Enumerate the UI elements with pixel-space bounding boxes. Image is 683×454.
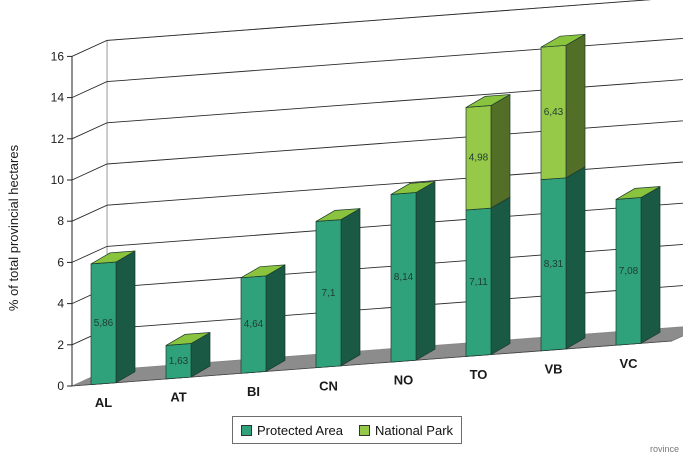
y-tick-label: 14 [51,91,65,105]
bar-segment-to-0 [465,196,511,357]
x-tick-label: AL [95,395,112,410]
data-label: 7,08 [619,266,639,277]
bar-side [415,180,436,361]
bar-top [615,186,661,200]
x-tick-label: AT [170,390,186,405]
bar-top [90,250,136,265]
bar-side [640,185,661,344]
y-tick-label: 10 [51,173,65,187]
legend-item-national-park: National Park [359,423,453,438]
legend: Protected Area National Park [232,416,463,444]
bar-top [390,181,436,195]
y-tick-label: 2 [57,338,64,352]
footer-note: rovince [649,444,679,454]
bar-side [565,33,586,179]
data-label: 4,64 [244,319,264,330]
bar-side [565,166,586,350]
bar-segment-bi-0 [240,264,286,374]
bar-side [115,250,136,384]
y-axis-label: % of total provincial hectares [6,144,21,311]
bar-segment-to-1 [465,93,511,211]
data-label: 5,86 [94,318,114,329]
bar-top [165,332,211,346]
legend-swatch-national-park [359,424,370,436]
bar-segment-vb-1 [540,33,586,180]
bar-segment-no-0 [390,180,436,363]
y-tick-label: 0 [57,379,64,393]
data-label: 8,31 [544,259,564,270]
legend-swatch-protected-area [241,424,252,436]
y-tick-label: 4 [57,297,64,311]
legend-label-protected-area: Protected Area [257,422,343,438]
gridline [71,0,652,57]
bar-side [490,196,511,356]
bar-segment-al-0 [90,250,136,385]
data-label: 4,98 [469,152,489,163]
gridline [71,37,683,99]
bar-top [540,33,586,48]
bar-side [340,207,361,367]
data-label: 1,63 [169,356,189,367]
bar-side [490,93,511,209]
bar-top [240,264,286,279]
x-tick-label: CN [319,378,338,393]
data-label: 7,1 [322,288,336,299]
bar-segment-at-0 [165,331,211,380]
bar-top [315,208,361,222]
bars [90,33,661,385]
bar-segment-cn-0 [315,207,361,369]
y-tick-label: 6 [57,255,64,269]
data-label: 8,14 [394,272,414,283]
bar-segment-vb-0 [540,166,586,352]
y-tick-label: 12 [51,132,65,146]
x-tick-label: TO [470,367,488,382]
data-label: 7,11 [469,277,488,288]
chart-walls [71,0,683,387]
legend-label-national-park: National Park [375,422,454,438]
x-tick-label: VC [619,356,638,371]
x-tick-label: NO [394,373,414,388]
x-tick-label: BI [247,384,260,399]
bar-side [265,264,286,373]
labels: 5,86 AL 1,63 AT 4,64 BI 7,1 CN 8,14 NO 7,11 4,98 TO 8… [94,107,639,410]
gridline [71,79,683,140]
bar-segment-vc-0 [615,185,661,346]
data-label: 6,43 [544,107,564,118]
y-tick-label: 16 [51,49,65,63]
bar-top [465,94,511,108]
x-tick-label: VB [544,361,562,376]
legend-item-protected-area: Protected Area [241,423,343,438]
y-tick-label: 8 [57,214,64,228]
